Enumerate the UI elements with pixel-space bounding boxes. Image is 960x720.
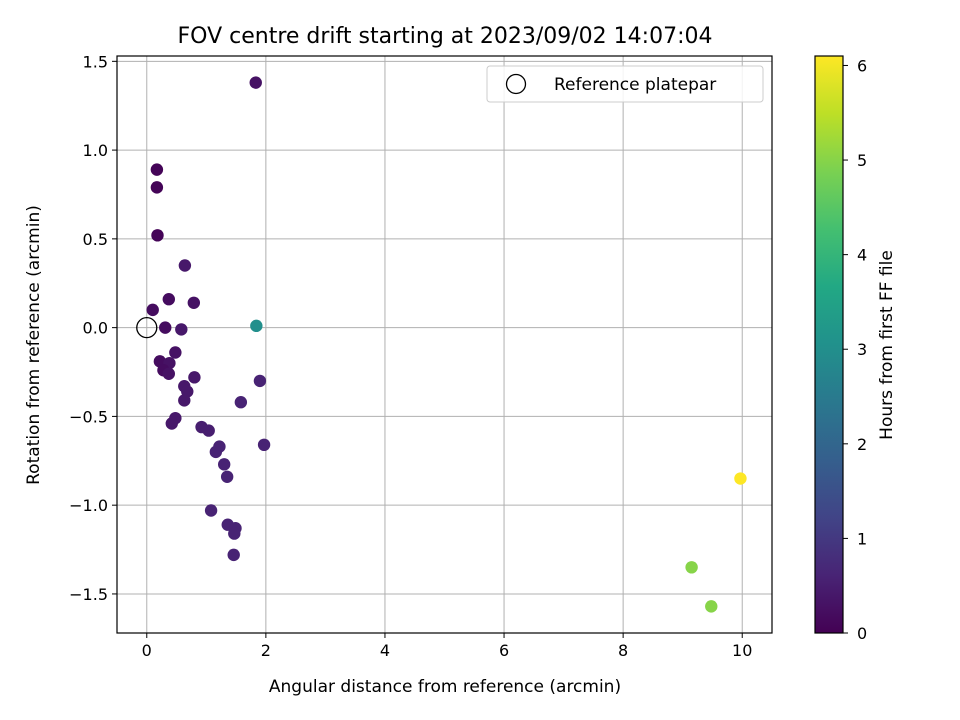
chart-title: FOV centre drift starting at 2023/09/02 …	[178, 24, 713, 49]
x-axis-ticks: 0 2 4 6 8 10	[142, 633, 752, 660]
colorbar-ticks: 0 1 2 3 4 5 6	[843, 56, 867, 643]
data-point	[175, 323, 188, 336]
colorbar-label: Hours from first FF file	[877, 250, 897, 440]
data-points	[146, 76, 747, 613]
grid	[117, 56, 772, 633]
colorbar-gradient	[814, 55, 844, 634]
data-point	[204, 504, 218, 517]
colorbar-tick-label: 4	[857, 246, 867, 265]
data-point	[169, 346, 182, 359]
x-tick-label: 8	[618, 641, 628, 660]
data-point	[220, 470, 234, 483]
data-point	[685, 561, 698, 574]
y-tick-label: 0.0	[83, 319, 108, 338]
colorbar-tick-label: 0	[857, 624, 867, 643]
data-point	[249, 76, 262, 89]
data-point	[257, 438, 271, 452]
data-point	[209, 445, 223, 459]
legend-reference-marker	[505, 73, 527, 95]
legend: Reference platepar	[486, 65, 764, 103]
x-axis-label: Angular distance from reference (arcmin)	[269, 677, 621, 697]
data-point	[227, 548, 240, 562]
reference-point	[136, 316, 158, 339]
data-point	[159, 321, 172, 334]
data-point	[162, 367, 176, 380]
x-tick-label: 0	[142, 641, 152, 660]
data-point	[188, 371, 201, 384]
data-point	[178, 394, 191, 407]
data-point	[217, 458, 231, 471]
x-tick-label: 10	[732, 641, 752, 660]
plot-frame	[116, 55, 773, 634]
data-point	[150, 163, 164, 176]
data-point	[151, 229, 164, 242]
colorbar-tick-label: 3	[857, 340, 867, 359]
colorbar-tick-label: 1	[857, 529, 867, 548]
reference-layer	[136, 316, 158, 339]
data-point	[253, 374, 267, 388]
y-tick-label: −1.0	[69, 496, 108, 515]
y-tick-label: −0.5	[69, 407, 108, 426]
colorbar: 0 1 2 3 4 5 6 Hours from first FF file	[814, 55, 897, 643]
data-point	[178, 259, 192, 272]
x-tick-label: 4	[380, 641, 390, 660]
legend-box	[486, 65, 764, 103]
y-axis-ticks: −1.5 −1.0 −0.5 0.0 0.5 1.0 1.5	[69, 52, 117, 604]
colorbar-tick-label: 6	[857, 56, 867, 75]
data-point	[150, 181, 164, 194]
data-point	[228, 527, 241, 540]
data-point	[187, 296, 201, 309]
data-point	[146, 303, 159, 317]
x-tick-label: 6	[499, 641, 509, 660]
data-point	[165, 417, 178, 430]
y-axis-label: Rotation from reference (arcmin)	[24, 205, 44, 485]
x-tick-label: 2	[261, 641, 271, 660]
data-point	[734, 472, 747, 485]
data-point	[162, 293, 176, 306]
y-tick-label: 0.5	[83, 230, 108, 249]
y-tick-label: 1.0	[83, 141, 108, 160]
data-point	[705, 600, 718, 613]
y-tick-label: −1.5	[69, 585, 108, 604]
y-tick-label: 1.5	[83, 52, 108, 71]
colorbar-tick-label: 5	[857, 151, 867, 170]
data-point	[234, 396, 248, 409]
colorbar-tick-label: 2	[857, 435, 867, 454]
legend-reference-label: Reference platepar	[554, 75, 716, 95]
data-point	[202, 424, 215, 437]
data-point	[250, 319, 263, 333]
